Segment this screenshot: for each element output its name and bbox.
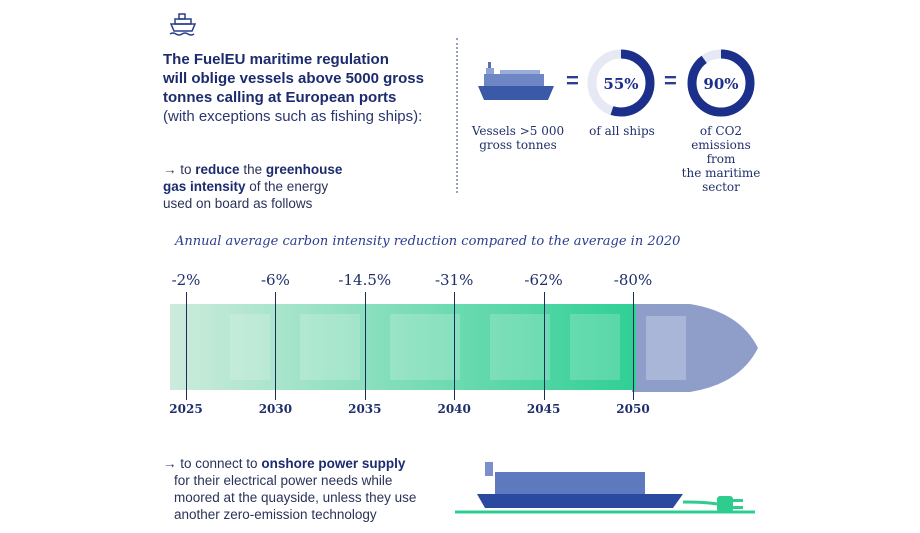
- bullet2-line2: for their electrical power needs while: [174, 473, 393, 488]
- tick-2035: [364, 292, 366, 400]
- plug-prong-1: [733, 499, 743, 502]
- ship-hull: [477, 494, 683, 508]
- ring2-caption-line1: of CO2: [699, 124, 743, 138]
- intro-text: The FuelEU maritime regulation will obli…: [163, 50, 443, 126]
- year-label-2030: 2030: [258, 402, 293, 416]
- bullet1-pre: to: [180, 162, 196, 177]
- bullet1-bold2: greenhouse gas intensity: [163, 162, 343, 194]
- reduction-label-2045: -62%: [524, 271, 563, 289]
- plug-icon: [717, 496, 733, 512]
- ring2-fill: [687, 49, 755, 117]
- arrow-icon: →: [163, 456, 177, 471]
- ship-icon: [168, 10, 198, 38]
- bullet2-pre: to connect to: [180, 456, 262, 471]
- ring1-fill: [587, 49, 655, 117]
- power-cable: [682, 500, 718, 506]
- ring2-caption-line2: emissions from: [691, 138, 751, 166]
- bullet2-bold: onshore power supply: [261, 456, 406, 471]
- reduction-label-2050: -80%: [613, 271, 653, 289]
- bullet2-line1: → to connect to onshore power supply: [163, 455, 453, 472]
- year-label-2050: 2050: [616, 402, 650, 416]
- container-ship-icon: [476, 60, 556, 104]
- intro-line-1: The FuelEU maritime regulation: [163, 51, 389, 68]
- bullet1-bold1: reduce: [195, 162, 240, 177]
- tick-2030: [275, 292, 277, 400]
- bullet1-mid: the: [239, 162, 266, 177]
- ring-all-ships: 55%: [587, 49, 655, 117]
- ship-containers: [495, 472, 645, 494]
- bullet-onshore-power: → to connect to onshore power supply for…: [163, 455, 453, 523]
- intro-line-4: (with exceptions such as fishing ships):: [163, 108, 423, 125]
- container-rows: [230, 314, 620, 380]
- tick-2040: [454, 292, 456, 400]
- vessels-caption: Vessels >5 000 gross tonnes: [470, 124, 566, 152]
- ship-bridge: [485, 462, 493, 476]
- tick-2045: [543, 292, 545, 400]
- bullet-reduce-ghg: → to reduce the greenhouse gas intensity…: [163, 161, 353, 212]
- year-label-2040: 2040: [437, 402, 471, 416]
- year-label-2035: 2035: [348, 402, 382, 416]
- year-label-2045: 2045: [526, 402, 561, 416]
- year-label-2025: 2025: [169, 402, 203, 416]
- intro-line-2: will oblige vessels above 5000 gross: [163, 70, 424, 87]
- reduction-label-2035: -14.5%: [338, 271, 392, 289]
- divider: [456, 38, 458, 193]
- ring2-label: 90%: [703, 75, 738, 93]
- bullet2-line3: moored at the quayside, unless they use: [174, 490, 417, 505]
- ring-co2-emissions: 90%: [687, 49, 755, 117]
- equals-sign-2: =: [664, 68, 677, 93]
- chart-title: Annual average carbon intensity reductio…: [175, 234, 681, 249]
- ring2-caption: of CO2 emissions from the maritime secto…: [676, 124, 766, 194]
- arrow-icon: →: [163, 162, 177, 177]
- bullet2-line4: another zero-emission technology: [174, 507, 377, 522]
- ship-deck-detail: [646, 316, 686, 380]
- vessels-caption-line2: gross tonnes: [479, 138, 557, 152]
- tick-2050: [633, 292, 634, 400]
- plug-prong-2: [733, 506, 743, 509]
- ring1-label: 55%: [603, 75, 638, 93]
- reduction-label-2025: -2%: [171, 271, 201, 289]
- ring2-caption-line4: sector: [702, 180, 740, 194]
- tick-2025: [186, 292, 187, 400]
- reduction-bar: [170, 304, 636, 390]
- reduction-label-2030: -6%: [260, 271, 290, 289]
- equals-sign-1: =: [566, 68, 579, 93]
- vessels-caption-line1: Vessels >5 000: [471, 124, 565, 138]
- moored-ship-plug-graphic: [455, 462, 755, 514]
- ship-bar-graphic: [170, 304, 758, 392]
- bullet1-post: of the energy used on board as follows: [163, 179, 329, 211]
- ring2-caption-line3: the maritime: [681, 166, 761, 180]
- ring1-caption: of all ships: [589, 124, 655, 138]
- reduction-label-2040: -31%: [434, 271, 474, 289]
- intro-line-3: tonnes calling at European ports: [163, 89, 397, 106]
